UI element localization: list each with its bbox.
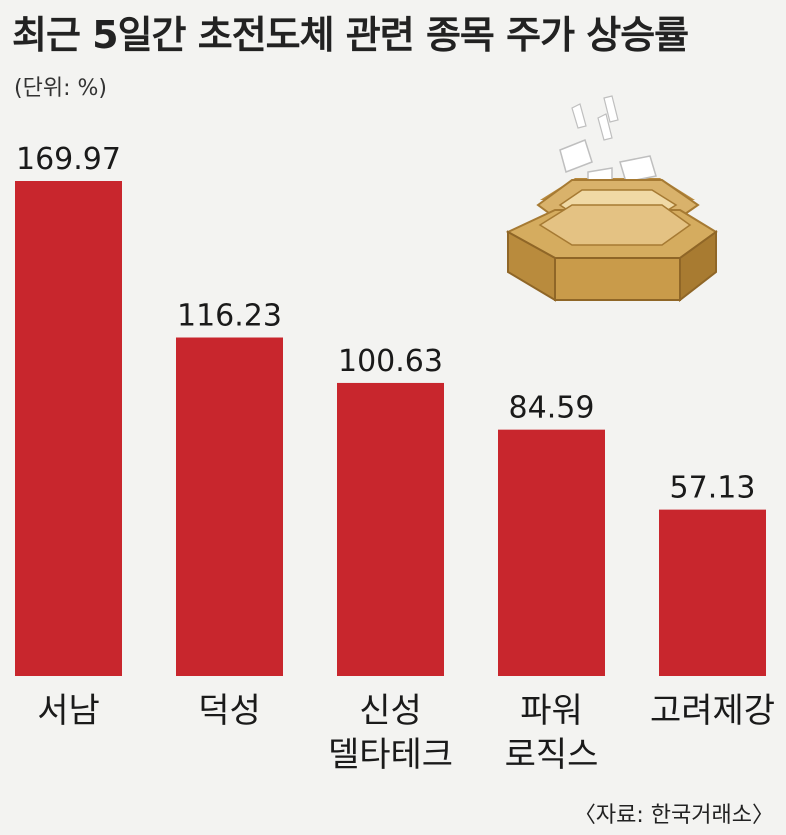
category-label-1-0: 덕성: [198, 691, 261, 731]
value-label-2: 100.63: [338, 344, 443, 379]
category-label-0-0: 서남: [37, 691, 100, 731]
bar-2: [337, 382, 444, 676]
value-label-3: 84.59: [509, 391, 595, 426]
category-label-3-0: 파워: [520, 691, 583, 731]
category-label-4-0: 고려제강: [650, 691, 775, 731]
category-label-3-1: 로직스: [505, 735, 599, 775]
category-label-2-0: 신성: [359, 691, 422, 731]
value-label-0: 169.97: [16, 142, 121, 177]
unit-label: (단위: %): [14, 76, 107, 101]
source-note: 〈자료: 한국거래소〉: [573, 803, 774, 828]
category-label-2-1: 델타테크: [328, 735, 453, 775]
value-label-4: 57.13: [670, 471, 756, 506]
bar-0: [15, 181, 122, 676]
bar-4: [659, 509, 766, 676]
bar-3: [498, 429, 605, 676]
bar-1: [176, 337, 283, 676]
ballot-box-icon: [505, 95, 718, 303]
value-label-1: 116.23: [177, 299, 282, 334]
chart-title: 최근 5일간 초전도체 관련 종목 주가 상승률: [12, 13, 689, 57]
